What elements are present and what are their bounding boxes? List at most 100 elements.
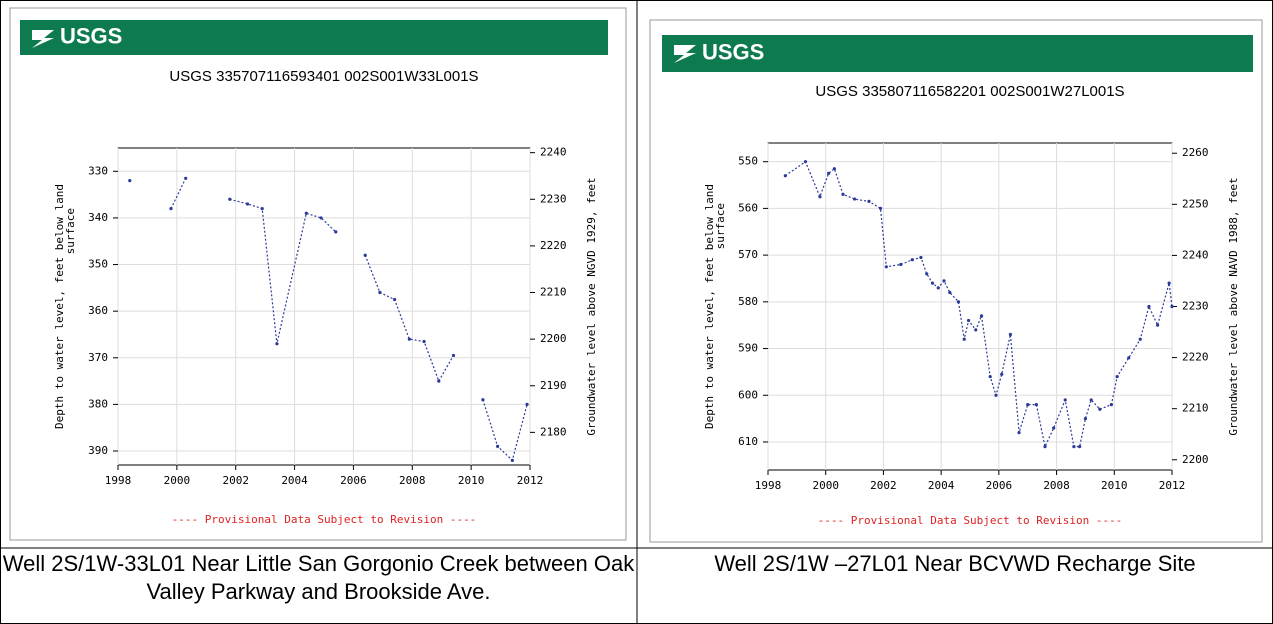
data-point	[899, 262, 903, 267]
data-point	[228, 197, 232, 201]
data-point	[1115, 374, 1119, 379]
x-tick-label: 1998	[755, 479, 782, 492]
x-tick-label: 2010	[1101, 479, 1128, 492]
data-point	[910, 258, 914, 262]
data-point	[1063, 398, 1067, 402]
data-point	[884, 265, 888, 269]
data-point	[878, 206, 883, 210]
y-axis-label: Depth to water level, feet below land	[53, 184, 66, 429]
data-point	[942, 279, 946, 283]
y-tick-label: 550	[738, 155, 758, 168]
data-point	[481, 398, 485, 402]
x-tick-label: 2006	[340, 474, 367, 487]
y-tick-label: 580	[738, 295, 758, 308]
data-point	[1083, 417, 1088, 421]
chart-title: USGS 335807116582201 002S001W27L001S	[815, 83, 1124, 100]
data-point	[334, 230, 338, 234]
data-point	[1072, 445, 1076, 449]
y-tick-label: 380	[88, 397, 108, 410]
data-point	[852, 197, 857, 201]
caption: Well 2S/1W –27L01 Near BCVWD Recharge Si…	[714, 551, 1196, 576]
header-bar	[662, 35, 1253, 72]
y2-tick-label: 2200	[1182, 453, 1209, 466]
y-tick-label: 370	[88, 351, 108, 364]
y-tick-label: 570	[738, 248, 758, 261]
data-point	[1109, 403, 1113, 407]
data-point	[1000, 372, 1004, 376]
data-point	[818, 195, 822, 199]
x-tick-label: 2000	[164, 474, 191, 487]
x-tick-label: 2002	[222, 474, 249, 487]
data-point	[1026, 403, 1030, 407]
data-point	[184, 176, 188, 180]
data-point	[1008, 332, 1013, 337]
data-point	[936, 286, 940, 290]
y-tick-label: 340	[88, 211, 108, 224]
data-point	[245, 202, 250, 206]
data-point	[1147, 304, 1151, 309]
data-point	[956, 300, 961, 304]
data-point	[260, 207, 264, 211]
data-point	[988, 374, 992, 379]
y2-tick-label: 2190	[540, 379, 567, 392]
y-tick-label: 560	[738, 201, 758, 214]
data-point	[783, 174, 787, 178]
data-point	[827, 171, 831, 175]
data-point	[275, 342, 279, 346]
data-point	[378, 290, 382, 295]
y-tick-label: 610	[738, 435, 758, 448]
data-point	[962, 337, 966, 341]
y2-tick-label: 2230	[540, 192, 567, 205]
x-tick-label: 2012	[1159, 479, 1186, 492]
plot-area	[767, 142, 1173, 471]
y2-tick-label: 2240	[540, 146, 567, 159]
y2-axis-label: Groundwater level above NAVD 1988, feet	[1227, 177, 1240, 435]
data-point	[128, 179, 132, 183]
data-point	[1017, 431, 1021, 435]
y2-axis-label: Groundwater level above NGVD 1929, feet	[585, 177, 598, 435]
data-point	[925, 272, 929, 276]
y2-tick-label: 2200	[540, 332, 567, 345]
x-tick-label: 2008	[1043, 479, 1070, 492]
y-tick-label: 600	[738, 388, 758, 401]
data-point	[525, 402, 529, 406]
data-point	[832, 167, 836, 171]
y2-tick-label: 2260	[1182, 146, 1209, 159]
data-point	[363, 253, 367, 257]
y2-tick-label: 2220	[540, 239, 567, 252]
y-tick-label: 360	[88, 304, 108, 317]
data-point	[422, 339, 426, 344]
y2-tick-label: 2250	[1182, 197, 1209, 210]
data-point	[169, 207, 173, 211]
y-tick-label: 330	[88, 164, 108, 177]
y-axis-label: surface	[714, 203, 727, 249]
x-tick-label: 2004	[928, 479, 955, 492]
y2-tick-label: 2210	[540, 286, 567, 299]
y-axis-label: Depth to water level, feet below land	[703, 184, 716, 429]
data-point	[407, 337, 411, 341]
data-point	[1043, 445, 1047, 449]
y-tick-label: 390	[88, 444, 108, 457]
y2-tick-label: 2230	[1182, 300, 1209, 313]
data-point	[1089, 398, 1093, 402]
footer-note: ---- Provisional Data Subject to Revisio…	[172, 513, 477, 526]
data-point	[1170, 304, 1174, 309]
data-point	[974, 328, 978, 332]
logo: USGS	[702, 39, 764, 64]
data-point	[841, 192, 845, 196]
logo-mark	[674, 45, 696, 63]
chart-title: USGS 335707116593401 002S001W33L001S	[169, 68, 478, 85]
data-point	[994, 393, 998, 397]
y-tick-label: 350	[88, 258, 108, 271]
data-point	[319, 216, 323, 220]
x-tick-label: 2006	[986, 479, 1013, 492]
data-point	[1167, 281, 1171, 285]
x-tick-label: 2004	[281, 474, 308, 487]
data-point	[304, 211, 308, 215]
data-point	[919, 255, 923, 260]
data-point	[510, 458, 514, 462]
x-tick-label: 2008	[399, 474, 426, 487]
data-point	[496, 444, 500, 448]
plot-area	[117, 147, 531, 466]
